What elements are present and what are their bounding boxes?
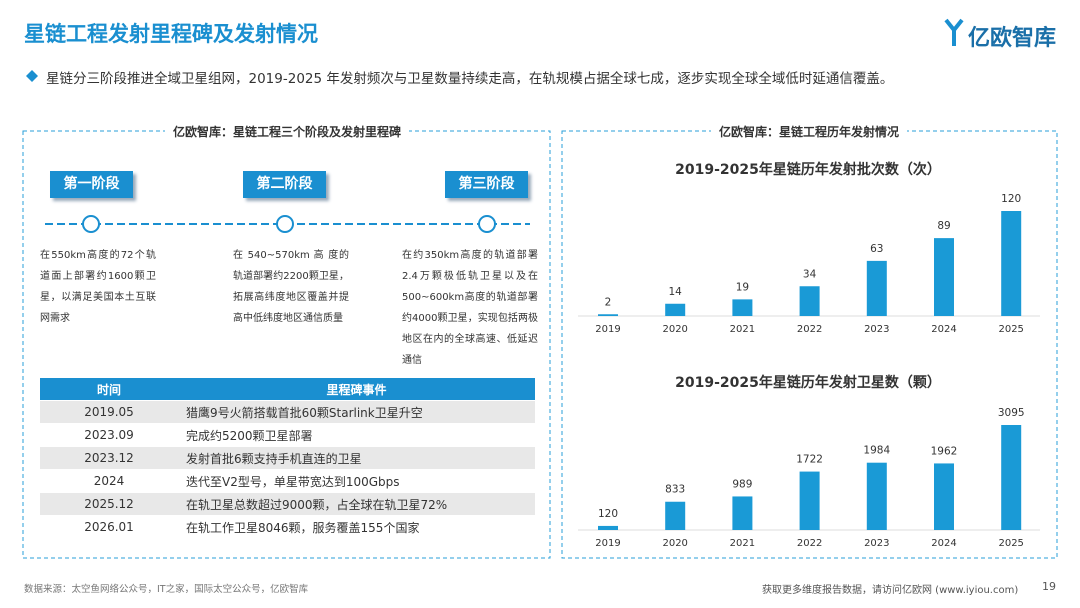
table-cell: 2019.05 (40, 400, 178, 424)
data-label: 89 (937, 220, 950, 232)
table-cell: 完成约5200颗卫星部署 (178, 423, 535, 447)
data-label: 19 (736, 281, 749, 293)
bar (732, 299, 753, 316)
brand: 亿欧智库 (968, 26, 1057, 51)
table-cell: 猎鹰9号火箭搭载首批60颗Starlink卫星升空 (178, 400, 535, 424)
summary: 星链分三阶段推进全域卫星组网，2019-2025 年发射频次与卫星数量持续走高，… (46, 71, 894, 87)
bar (799, 471, 820, 530)
stage-description: 在约350km高度的轨道部署2.4万颗极低轨卫星以及在500~600km高度的轨… (402, 250, 538, 366)
stage-label: 第一阶段 (50, 171, 133, 198)
x-tick-label: 2025 (998, 538, 1023, 549)
data-label: 989 (732, 478, 752, 490)
chart-title: 2019-2025年星链历年发射批次数（次） (675, 161, 941, 178)
x-tick-label: 2023 (864, 324, 889, 335)
x-tick-label: 2024 (931, 324, 956, 335)
logo-icon (944, 18, 964, 46)
table-row: 2023.12 发射首批6颗支持手机直连的卫星 (40, 446, 535, 470)
table-cell: 2026.01 (40, 515, 178, 539)
stage-label: 第二阶段 (243, 171, 326, 198)
timeline-dot (276, 215, 294, 233)
data-label: 1722 (796, 454, 823, 466)
bar (934, 238, 954, 316)
x-tick-label: 2022 (797, 538, 822, 549)
table-cell: 2025.12 (40, 492, 178, 516)
panel-title: 亿欧智库：星链工程历年发射情况 (710, 123, 908, 140)
stage-description: 在550km高度的72个轨道面上部署约1600颗卫星，以满足美国本土互联网需求 (40, 250, 156, 324)
data-label: 34 (803, 268, 817, 280)
bullet (26, 70, 38, 82)
x-tick-label: 2021 (730, 324, 755, 335)
data-label: 833 (665, 484, 685, 496)
bar (1001, 425, 1022, 530)
data-label: 3095 (998, 407, 1025, 419)
bar (934, 463, 954, 530)
slide-title: 星链工程发射里程碑及发射情况 (24, 22, 318, 46)
data-label: 1962 (931, 445, 958, 457)
x-tick-label: 2021 (730, 538, 755, 549)
data-label: 14 (669, 286, 683, 298)
bar (665, 303, 686, 316)
bar (732, 496, 753, 530)
table-cell: 发射首批6颗支持手机直连的卫星 (178, 446, 535, 470)
data-label: 120 (1001, 193, 1021, 205)
bar (665, 501, 686, 530)
data-label: 63 (870, 243, 883, 255)
bar (598, 525, 618, 530)
table-header: 里程碑事件 (178, 378, 535, 401)
x-tick-label: 2023 (864, 538, 889, 549)
chart-title: 2019-2025年星链历年发射卫星数（颗） (675, 374, 941, 391)
x-tick-label: 2022 (797, 324, 822, 335)
table-row: 2019.05 猎鹰9号火箭搭载首批60颗Starlink卫星升空 (40, 400, 535, 424)
x-tick-label: 2024 (931, 538, 956, 549)
stage-label: 第三阶段 (445, 171, 528, 198)
table-cell: 2024 (40, 469, 178, 493)
table-row: 2025.12 在轨卫星总数超过9000颗，占全球在轨卫星72% (40, 492, 535, 516)
data-label: 1984 (863, 445, 890, 457)
table-header: 时间 (40, 378, 178, 401)
x-tick-label: 2020 (662, 538, 687, 549)
data-label: 120 (598, 508, 618, 520)
left-panel-border (22, 130, 551, 559)
panel-title: 亿欧智库：星链工程三个阶段及发射里程碑 (164, 123, 410, 140)
milestone-table: 时间 里程碑事件 2019.05 猎鹰9号火箭搭载首批60颗Starlink卫星升… (40, 378, 535, 539)
footer-note: 获取更多维度报告数据，请访问亿欧网 (www.iyiou.com) (762, 585, 1019, 596)
x-tick-label: 2020 (662, 324, 687, 335)
timeline-dot (478, 215, 496, 233)
timeline-dot (82, 215, 100, 233)
bar (866, 462, 887, 530)
bar (866, 260, 887, 316)
table-cell: 在轨工作卫星8046颗，服务覆盖155个国家 (178, 515, 535, 539)
data-label: 2 (605, 296, 612, 308)
table-row: 2023.09 完成约5200颗卫星部署 (40, 423, 535, 447)
bar (598, 314, 618, 316)
table-cell: 2023.09 (40, 423, 178, 447)
page-number: 19 (1042, 580, 1056, 593)
table-row: 2024 迭代至V2型号，单星带宽达到100Gbps (40, 469, 535, 493)
table-cell: 2023.12 (40, 446, 178, 470)
stage-description: 在 540~570km 高 度的轨道部署约2200颗卫星，拓展高纬度地区覆盖并提… (233, 250, 349, 324)
table-row: 2026.01 在轨工作卫星8046颗，服务覆盖155个国家 (40, 515, 535, 539)
bar (799, 286, 820, 316)
x-tick-label: 2019 (595, 324, 620, 335)
source: 数据来源：太空鱼网络公众号，IT之家，国际太空公众号，亿欧智库 (24, 584, 309, 595)
table-cell: 迭代至V2型号，单星带宽达到100Gbps (178, 469, 535, 493)
table-cell: 在轨卫星总数超过9000颗，占全球在轨卫星72% (178, 492, 535, 516)
x-tick-label: 2019 (595, 538, 620, 549)
bar (1001, 211, 1022, 316)
x-tick-label: 2025 (998, 324, 1023, 335)
